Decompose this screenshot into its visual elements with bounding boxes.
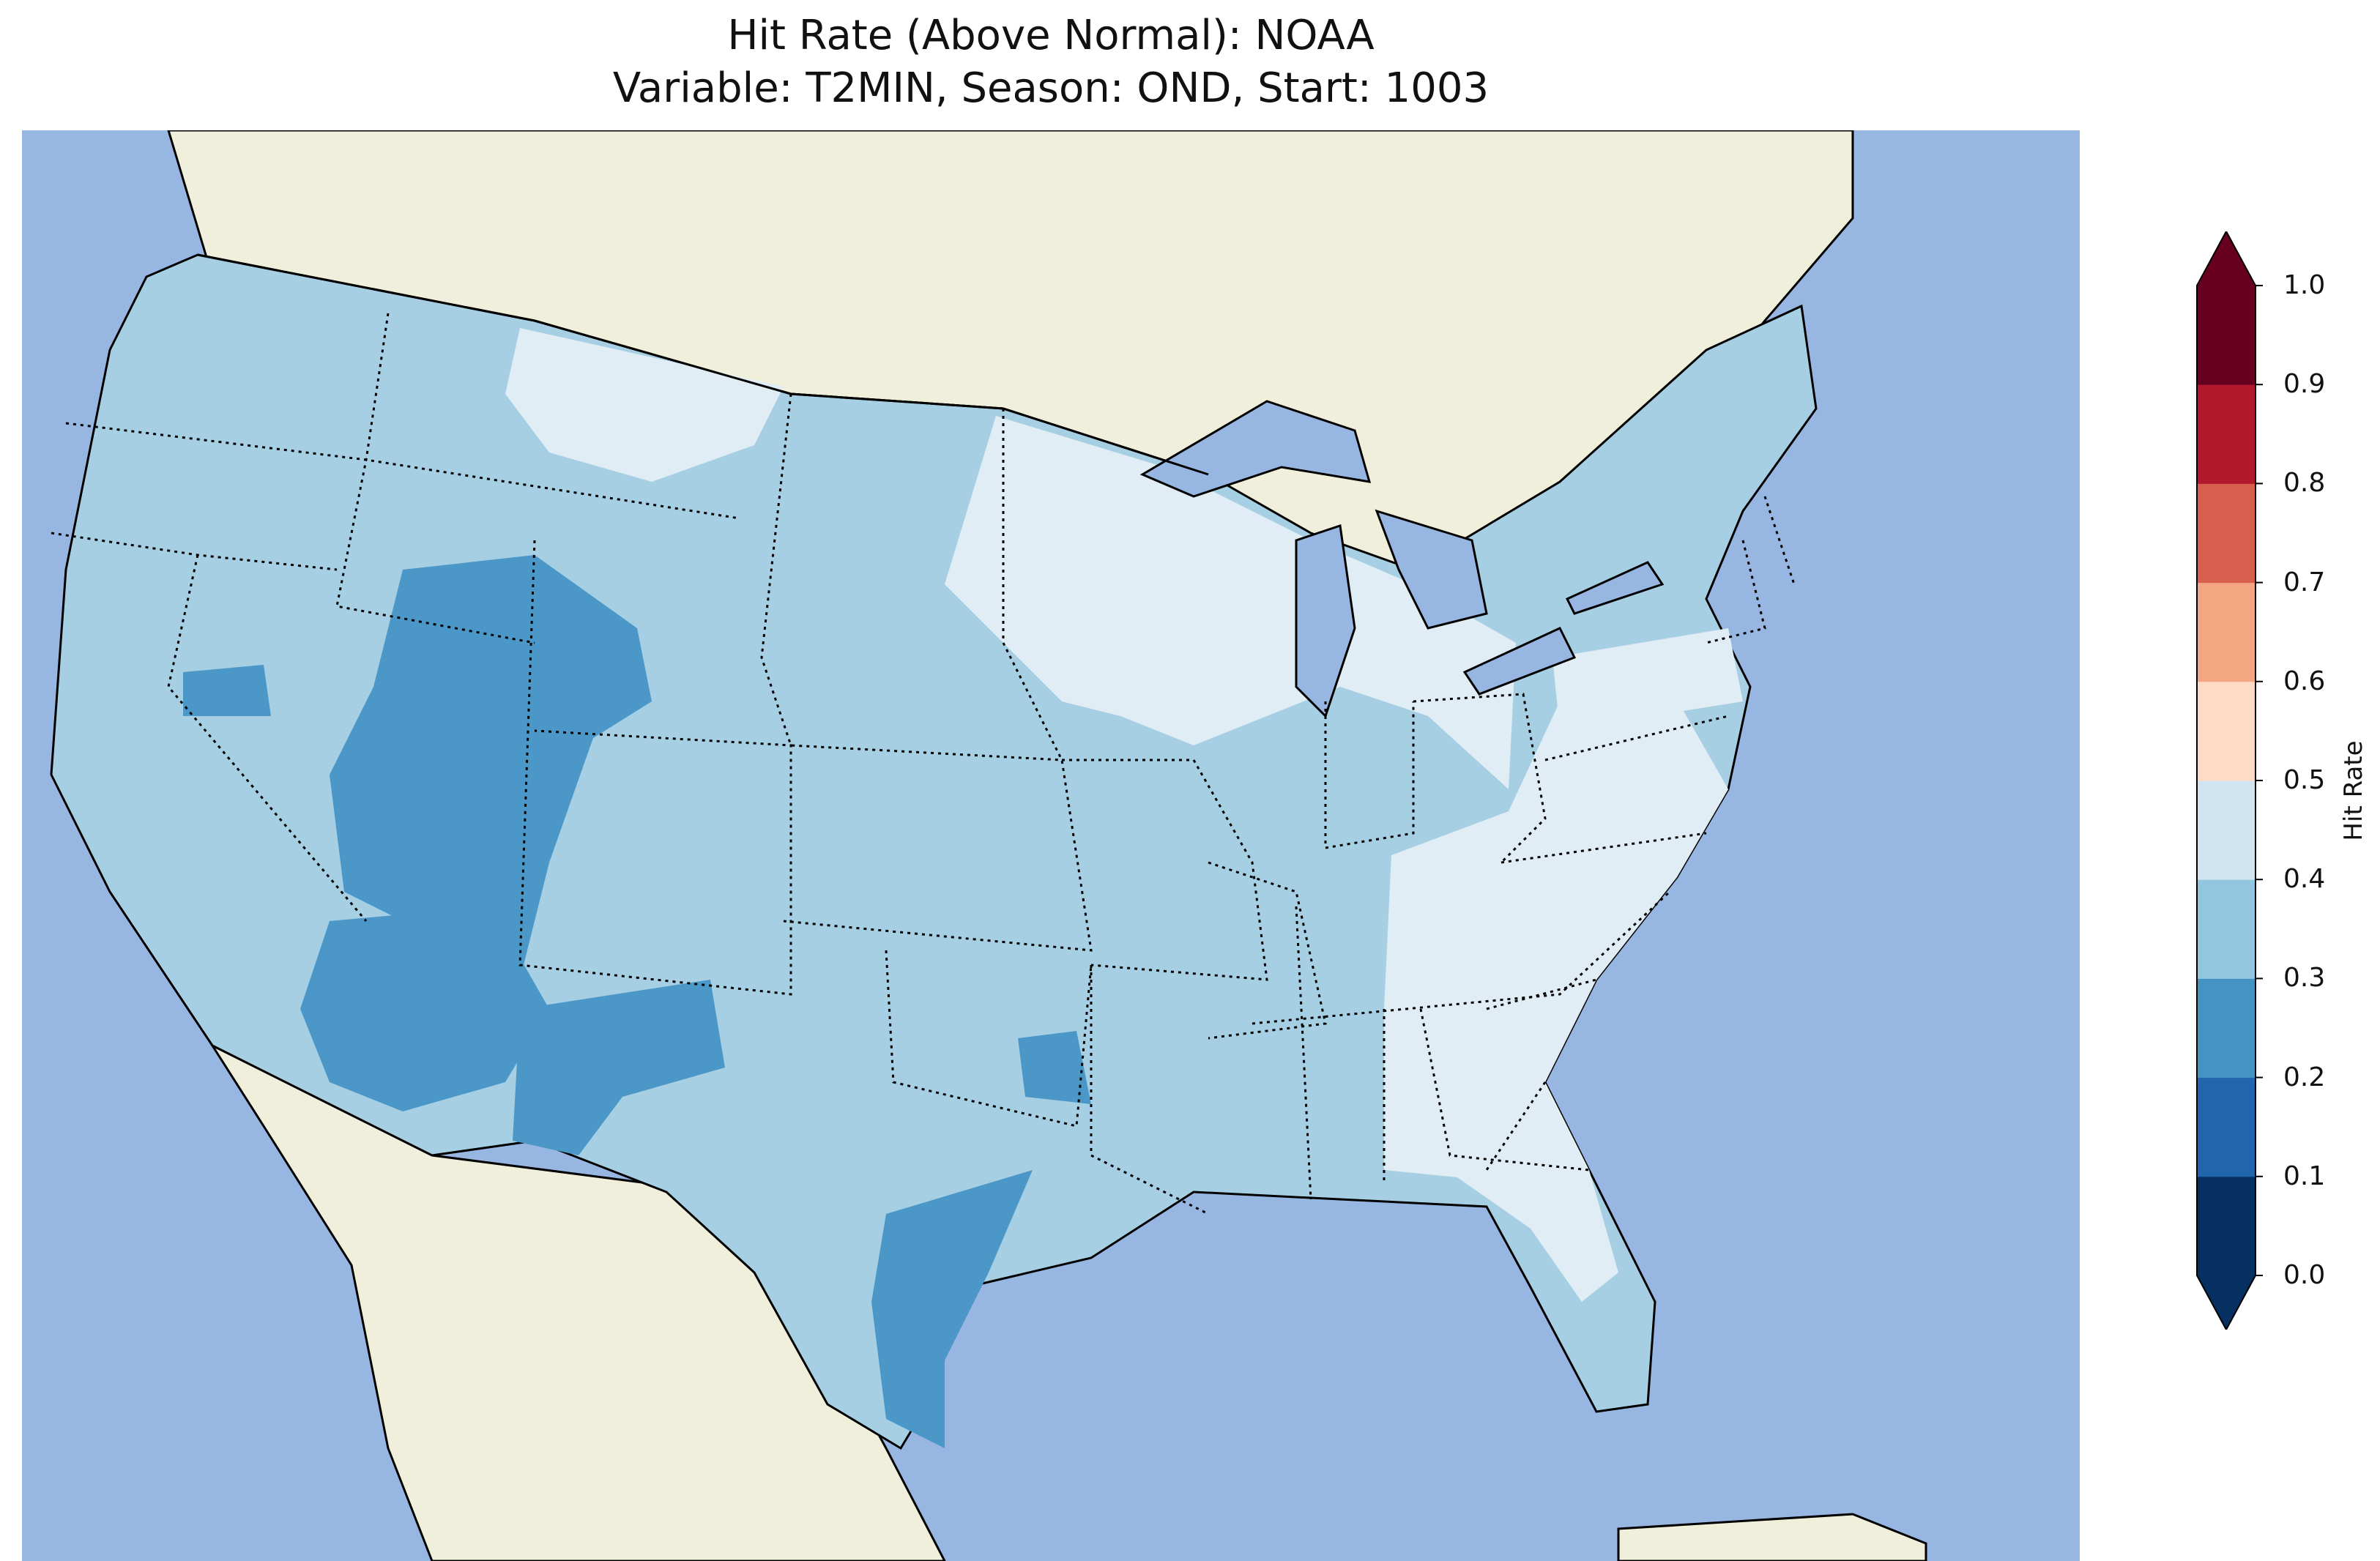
colorbar [2196, 231, 2263, 1330]
colorbar-tick-label: 0.6 [2283, 666, 2326, 696]
lake-ontario [1565, 561, 1665, 615]
band-0.2-0.3-newmexico [513, 980, 725, 1155]
band-0.4-0.5-east [1384, 687, 1728, 1302]
band-0.2-0.3-nevada [183, 665, 271, 716]
band-0.4-0.5-midwest [945, 416, 1516, 789]
colorbar-tick-label: 0.9 [2283, 369, 2326, 400]
band-0.2-0.3-rockies [330, 555, 652, 980]
mexico-land [209, 1043, 946, 1561]
colorbar-band [2197, 780, 2256, 880]
conus-base-region [50, 253, 1818, 1450]
lake-erie [1462, 627, 1577, 696]
band-0.4-0.5-north [505, 328, 784, 482]
colorbar-band [2197, 1176, 2256, 1276]
colorbar-extend-under [2197, 1275, 2256, 1330]
colorbar-tick-label: 0.4 [2283, 864, 2326, 895]
us-canada-border [197, 253, 1209, 476]
colorbar-band [2197, 483, 2256, 584]
colorbar-band [2197, 681, 2256, 781]
band-0.2-0.3-texas [871, 1170, 1033, 1448]
colorbar-band [2197, 1077, 2256, 1177]
colorbar-tick-label: 0.0 [2283, 1260, 2326, 1290]
band-0.4-0.5-northeast [1552, 628, 1743, 731]
lake-huron [1375, 509, 1488, 630]
colorbar-tick-label: 1.0 [2283, 270, 2326, 300]
colorbar-tick-label: 0.2 [2283, 1062, 2326, 1092]
colorbar-band [2197, 384, 2256, 484]
colorbar-tick-label: 0.5 [2283, 765, 2326, 795]
band-0.2-0.3-oklahoma [1018, 1031, 1091, 1104]
colorbar-band [2197, 879, 2256, 979]
colorbar-tick-label: 0.1 [2283, 1160, 2326, 1191]
state-borders [51, 313, 1796, 1215]
colorbar-tick-label: 0.8 [2283, 468, 2326, 499]
colorbar-outline [2196, 231, 2256, 1330]
colorbar-band [2197, 978, 2256, 1078]
title-line-2: Variable: T2MIN, Season: OND, Start: 100… [612, 64, 1490, 112]
title-line-1: Hit Rate (Above Normal): NOAA [727, 12, 1375, 59]
colorbar-band [2197, 582, 2256, 682]
colorbar-label: Hit Rate [2339, 740, 2368, 841]
lake-michigan [1295, 524, 1356, 718]
colorbar-bands [2197, 231, 2263, 1330]
colorbar-tick-label: 0.7 [2283, 567, 2326, 597]
colorbar-extend-over [2197, 231, 2256, 286]
hit-rate-map [22, 130, 2080, 1561]
colorbar-band [2197, 286, 2256, 385]
band-0.2-0.3-southwest [300, 906, 549, 1111]
colorbar-tick-label: 0.3 [2283, 963, 2326, 994]
